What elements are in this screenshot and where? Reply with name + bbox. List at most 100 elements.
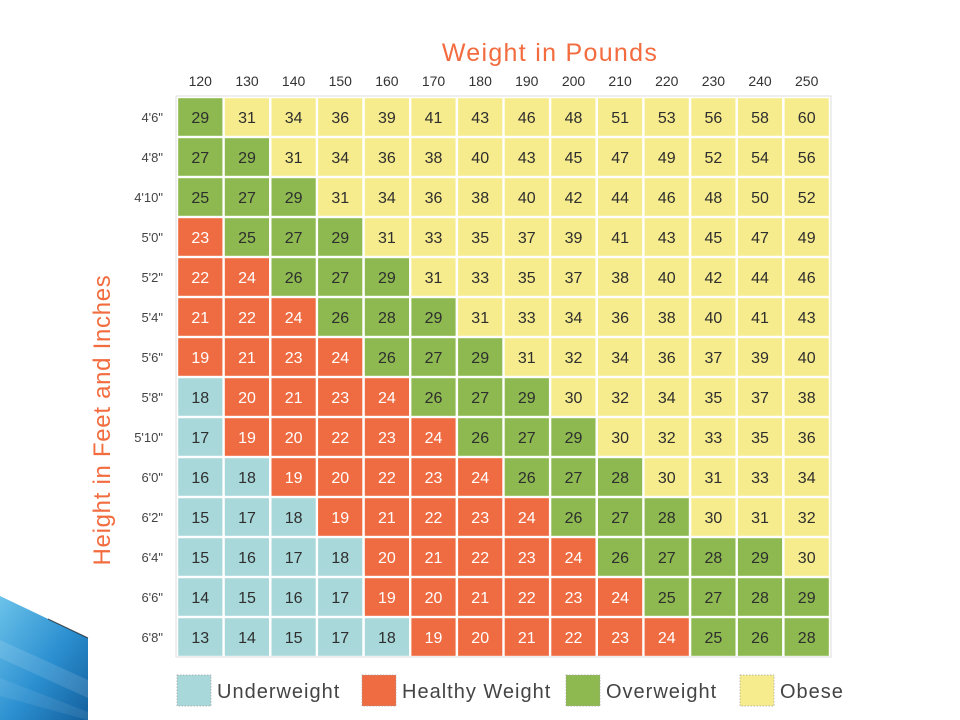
heatmap-cell bbox=[224, 578, 269, 616]
heatmap-cell bbox=[737, 418, 783, 456]
cell-value-label: 30 bbox=[565, 390, 583, 407]
cell-value-label: 38 bbox=[471, 190, 489, 207]
heatmap-cell bbox=[784, 258, 829, 296]
cell-value-label: 23 bbox=[191, 230, 209, 247]
heatmap-cell bbox=[504, 578, 549, 616]
cell-value-label: 22 bbox=[471, 550, 489, 567]
slide-corner-decoration bbox=[0, 596, 89, 720]
cell-value-label: 31 bbox=[238, 110, 256, 127]
cell-value-label: 21 bbox=[191, 310, 209, 327]
heatmap-cell bbox=[364, 338, 409, 376]
heatmap-cell bbox=[318, 538, 363, 576]
cell-value-label: 26 bbox=[425, 390, 443, 407]
legend-swatch bbox=[176, 674, 212, 707]
heatmap-cell bbox=[691, 418, 736, 456]
cell-value-label: 34 bbox=[285, 110, 303, 127]
cell-value-label: 31 bbox=[331, 190, 349, 207]
heatmap-cell bbox=[178, 498, 223, 536]
x-tick-label: 240 bbox=[748, 73, 772, 89]
x-tick-label: 130 bbox=[235, 73, 259, 89]
heatmap-cell bbox=[458, 178, 503, 216]
cell-value-label: 18 bbox=[191, 390, 209, 407]
cell-value-label: 34 bbox=[798, 470, 816, 487]
heatmap-cell bbox=[364, 178, 409, 216]
cell-value-label: 43 bbox=[471, 110, 489, 127]
heatmap-cell bbox=[598, 138, 643, 176]
heatmap-cell bbox=[504, 538, 549, 576]
heatmap-cell bbox=[224, 378, 269, 416]
heatmap-cell bbox=[598, 458, 643, 496]
heatmap-cell bbox=[551, 458, 596, 496]
heatmap-cell bbox=[644, 498, 689, 536]
heatmap-cell bbox=[224, 338, 269, 376]
heatmap-cell bbox=[411, 498, 456, 536]
heatmap-cell bbox=[598, 178, 643, 216]
cell-value-label: 44 bbox=[611, 190, 629, 207]
heatmap-cell bbox=[784, 498, 829, 536]
heatmap-cell bbox=[411, 378, 456, 416]
heatmap-cell bbox=[504, 98, 549, 136]
cell-value-label: 24 bbox=[378, 390, 396, 407]
cell-value-label: 26 bbox=[331, 310, 349, 327]
heatmap-cell bbox=[504, 418, 549, 456]
cell-value-label: 39 bbox=[565, 230, 583, 247]
cell-value-label: 41 bbox=[611, 230, 629, 247]
cell-value-label: 23 bbox=[331, 390, 349, 407]
cell-value-label: 32 bbox=[565, 350, 583, 367]
cell-value-label: 25 bbox=[705, 630, 723, 647]
cell-value-label: 38 bbox=[425, 150, 443, 167]
heatmap-cell bbox=[458, 578, 503, 616]
cell-value-label: 27 bbox=[331, 270, 349, 287]
heatmap-cell bbox=[551, 538, 596, 576]
cell-value-label: 19 bbox=[191, 350, 209, 367]
cell-value-label: 56 bbox=[705, 110, 723, 127]
heatmap-cell bbox=[271, 298, 316, 336]
heatmap-cell bbox=[644, 98, 689, 136]
cell-value-label: 18 bbox=[331, 550, 349, 567]
cell-value-label: 49 bbox=[658, 150, 676, 167]
x-axis-label: Weight in Pounds bbox=[442, 39, 658, 67]
heatmap-cell bbox=[364, 218, 409, 256]
heatmap-cell bbox=[644, 618, 689, 656]
legend-label: Obese bbox=[780, 681, 844, 703]
cell-value-label: 36 bbox=[425, 190, 443, 207]
heatmap-cell bbox=[458, 98, 503, 136]
x-tick-label: 170 bbox=[422, 73, 446, 89]
x-tick-label: 140 bbox=[282, 73, 306, 89]
cell-value-label: 34 bbox=[378, 190, 396, 207]
heatmap-cell bbox=[318, 178, 363, 216]
cell-value-label: 29 bbox=[751, 550, 769, 567]
cell-value-label: 20 bbox=[378, 550, 396, 567]
cell-value-label: 22 bbox=[518, 590, 536, 607]
heatmap-cell bbox=[224, 138, 269, 176]
cell-value-label: 39 bbox=[378, 110, 396, 127]
heatmap-cell bbox=[551, 178, 596, 216]
heatmap-cell bbox=[644, 418, 689, 456]
cell-value-label: 14 bbox=[191, 590, 209, 607]
heatmap-cell bbox=[411, 218, 456, 256]
cell-value-label: 48 bbox=[705, 190, 723, 207]
cell-value-label: 29 bbox=[378, 270, 396, 287]
cell-value-label: 23 bbox=[611, 630, 629, 647]
cell-value-label: 31 bbox=[471, 310, 489, 327]
heatmap-cell bbox=[551, 338, 596, 376]
cell-value-label: 40 bbox=[705, 310, 723, 327]
heatmap-cell bbox=[784, 418, 829, 456]
cell-value-label: 46 bbox=[798, 270, 816, 287]
heatmap-cell bbox=[178, 378, 223, 416]
heatmap-cell bbox=[737, 338, 783, 376]
cell-value-label: 34 bbox=[565, 310, 583, 327]
heatmap-cell bbox=[364, 578, 409, 616]
heatmap-cell bbox=[691, 138, 736, 176]
cell-value-label: 20 bbox=[285, 430, 303, 447]
cell-value-label: 52 bbox=[798, 190, 816, 207]
cell-value-label: 29 bbox=[191, 110, 209, 127]
heatmap-cell bbox=[178, 418, 223, 456]
y-tick-label: 5'2" bbox=[141, 270, 163, 285]
x-tick-label: 220 bbox=[655, 73, 679, 89]
heatmap-cell bbox=[551, 218, 596, 256]
heatmap-cell bbox=[411, 618, 456, 656]
cell-value-label: 27 bbox=[611, 510, 629, 527]
cell-value-label: 27 bbox=[191, 150, 209, 167]
cell-value-label: 17 bbox=[331, 630, 349, 647]
